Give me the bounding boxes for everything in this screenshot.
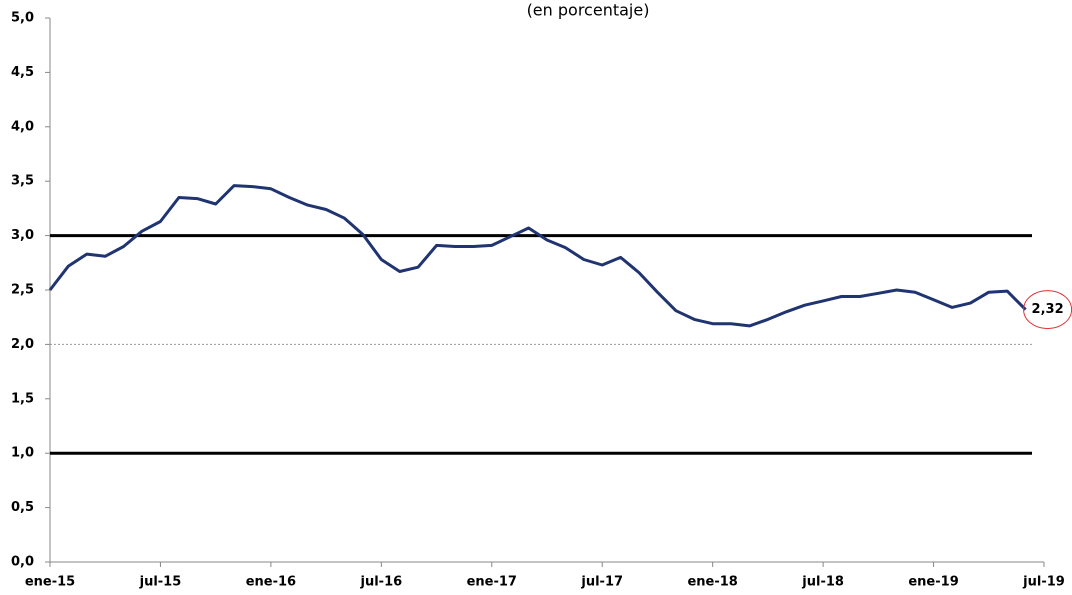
x-tick-label: ene-16 xyxy=(246,575,296,590)
y-tick-label: 0,5 xyxy=(11,500,34,515)
x-tick-label: jul-16 xyxy=(360,575,403,590)
x-tick-label: jul-18 xyxy=(801,575,844,590)
y-tick-label: 3,5 xyxy=(11,174,34,189)
x-tick-label: ene-17 xyxy=(467,575,517,590)
data-label: 2,32 xyxy=(1032,302,1064,317)
y-tick-label: 3,0 xyxy=(11,228,34,243)
y-tick-label: 2,0 xyxy=(11,337,34,352)
x-tick-label: jul-17 xyxy=(580,575,623,590)
x-tick-label: ene-19 xyxy=(908,575,958,590)
y-tick-label: 2,5 xyxy=(11,283,34,298)
y-tick-label: 0,0 xyxy=(11,555,34,570)
x-tick-label: jul-15 xyxy=(139,575,182,590)
x-tick-label: ene-15 xyxy=(25,575,75,590)
chart-subtitle: (en porcentaje) xyxy=(527,1,650,20)
line xyxy=(48,184,1027,328)
x-tick-label: ene-18 xyxy=(687,575,737,590)
x-tick-label: jul-19 xyxy=(1022,575,1065,590)
y-tick-label: 5,0 xyxy=(11,11,34,26)
y-tick-label: 1,5 xyxy=(11,391,34,406)
y-tick-label: 1,0 xyxy=(11,446,34,461)
y-tick-label: 4,5 xyxy=(11,65,34,80)
y-tick-label: 4,0 xyxy=(11,119,34,134)
